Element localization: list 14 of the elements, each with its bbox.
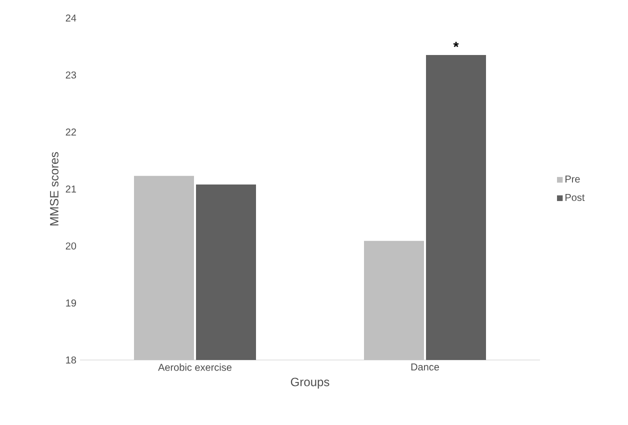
annotation: * (453, 42, 459, 48)
x-tick-label: Dance (411, 364, 440, 371)
y-tick-label: 23 (66, 71, 76, 79)
y-axis-title: MMSE scores (50, 152, 58, 226)
y-tick-label: 20 (66, 242, 76, 250)
y-tick-label: 22 (66, 128, 76, 136)
y-tick-label: 21 (66, 186, 76, 192)
y-tick-label: 19 (66, 299, 76, 307)
y-tick-label: 24 (66, 14, 76, 22)
x-axis-title: Groups (290, 378, 330, 389)
x-tick-label: Aerobic exercise (158, 364, 232, 371)
y-tick-label: 18 (66, 356, 76, 364)
legend-label: Post (566, 194, 585, 201)
legend-label: Pre (566, 176, 580, 183)
